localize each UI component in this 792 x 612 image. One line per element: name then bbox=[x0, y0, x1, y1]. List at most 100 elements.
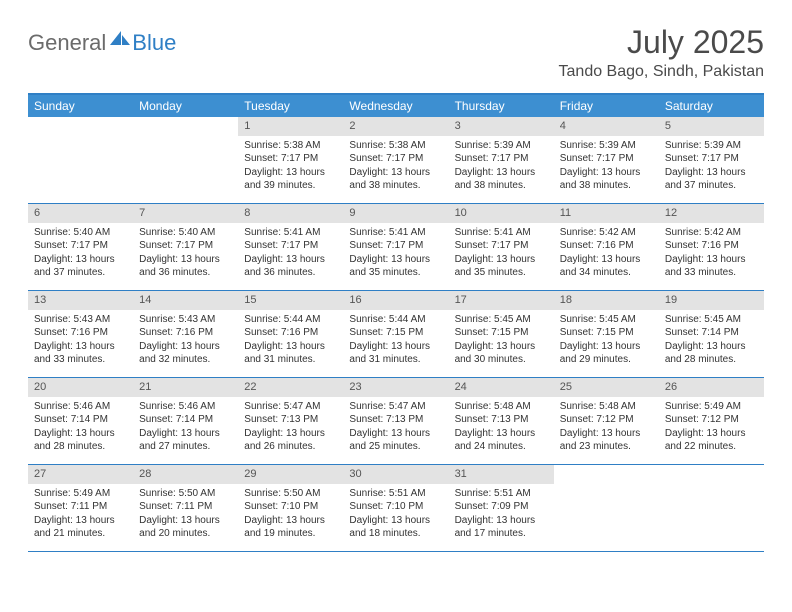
sunrise-line: Sunrise: 5:43 AM bbox=[34, 313, 127, 327]
day-number: 15 bbox=[238, 291, 343, 310]
sunrise-line: Sunrise: 5:41 AM bbox=[244, 226, 337, 240]
sunset-line: Sunset: 7:17 PM bbox=[244, 152, 337, 166]
dow-cell: Sunday bbox=[28, 95, 133, 117]
day-number: 2 bbox=[343, 117, 448, 136]
daylight-line: Daylight: 13 hours and 26 minutes. bbox=[244, 427, 337, 454]
day-body: Sunrise: 5:50 AMSunset: 7:11 PMDaylight:… bbox=[133, 484, 238, 547]
sunset-line: Sunset: 7:15 PM bbox=[455, 326, 548, 340]
day-body: Sunrise: 5:49 AMSunset: 7:12 PMDaylight:… bbox=[659, 397, 764, 460]
day-number: 17 bbox=[449, 291, 554, 310]
sunset-line: Sunset: 7:11 PM bbox=[34, 500, 127, 514]
daylight-line: Daylight: 13 hours and 38 minutes. bbox=[560, 166, 653, 193]
day-body: Sunrise: 5:48 AMSunset: 7:12 PMDaylight:… bbox=[554, 397, 659, 460]
sunset-line: Sunset: 7:16 PM bbox=[665, 239, 758, 253]
daylight-line: Daylight: 13 hours and 31 minutes. bbox=[349, 340, 442, 367]
daylight-line: Daylight: 13 hours and 36 minutes. bbox=[139, 253, 232, 280]
daylight-line: Daylight: 13 hours and 35 minutes. bbox=[349, 253, 442, 280]
day-number: 23 bbox=[343, 378, 448, 397]
brand-part2: Blue bbox=[132, 30, 176, 56]
location-text: Tando Bago, Sindh, Pakistan bbox=[559, 63, 764, 81]
day-cell: 21Sunrise: 5:46 AMSunset: 7:14 PMDayligh… bbox=[133, 378, 238, 464]
day-number: 21 bbox=[133, 378, 238, 397]
day-cell: 17Sunrise: 5:45 AMSunset: 7:15 PMDayligh… bbox=[449, 291, 554, 377]
day-of-week-header: SundayMondayTuesdayWednesdayThursdayFrid… bbox=[28, 95, 764, 117]
day-cell bbox=[133, 117, 238, 203]
day-cell: 5Sunrise: 5:39 AMSunset: 7:17 PMDaylight… bbox=[659, 117, 764, 203]
sunset-line: Sunset: 7:17 PM bbox=[455, 152, 548, 166]
day-body: Sunrise: 5:38 AMSunset: 7:17 PMDaylight:… bbox=[238, 136, 343, 199]
daylight-line: Daylight: 13 hours and 33 minutes. bbox=[665, 253, 758, 280]
day-body: Sunrise: 5:39 AMSunset: 7:17 PMDaylight:… bbox=[554, 136, 659, 199]
day-body: Sunrise: 5:45 AMSunset: 7:15 PMDaylight:… bbox=[554, 310, 659, 373]
sunrise-line: Sunrise: 5:50 AM bbox=[139, 487, 232, 501]
day-number: 4 bbox=[554, 117, 659, 136]
daylight-line: Daylight: 13 hours and 20 minutes. bbox=[139, 514, 232, 541]
day-cell: 2Sunrise: 5:38 AMSunset: 7:17 PMDaylight… bbox=[343, 117, 448, 203]
day-number: 7 bbox=[133, 204, 238, 223]
daylight-line: Daylight: 13 hours and 33 minutes. bbox=[34, 340, 127, 367]
daylight-line: Daylight: 13 hours and 18 minutes. bbox=[349, 514, 442, 541]
day-body: Sunrise: 5:44 AMSunset: 7:16 PMDaylight:… bbox=[238, 310, 343, 373]
day-number: 14 bbox=[133, 291, 238, 310]
sunrise-line: Sunrise: 5:48 AM bbox=[560, 400, 653, 414]
day-number bbox=[554, 465, 659, 484]
day-number: 9 bbox=[343, 204, 448, 223]
day-number: 1 bbox=[238, 117, 343, 136]
day-body: Sunrise: 5:47 AMSunset: 7:13 PMDaylight:… bbox=[343, 397, 448, 460]
dow-cell: Saturday bbox=[659, 95, 764, 117]
daylight-line: Daylight: 13 hours and 37 minutes. bbox=[665, 166, 758, 193]
sunrise-line: Sunrise: 5:44 AM bbox=[244, 313, 337, 327]
day-body: Sunrise: 5:51 AMSunset: 7:10 PMDaylight:… bbox=[343, 484, 448, 547]
sunrise-line: Sunrise: 5:39 AM bbox=[560, 139, 653, 153]
sunset-line: Sunset: 7:12 PM bbox=[665, 413, 758, 427]
daylight-line: Daylight: 13 hours and 24 minutes. bbox=[455, 427, 548, 454]
daylight-line: Daylight: 13 hours and 31 minutes. bbox=[244, 340, 337, 367]
day-cell: 20Sunrise: 5:46 AMSunset: 7:14 PMDayligh… bbox=[28, 378, 133, 464]
day-cell: 14Sunrise: 5:43 AMSunset: 7:16 PMDayligh… bbox=[133, 291, 238, 377]
sunset-line: Sunset: 7:14 PM bbox=[34, 413, 127, 427]
sunrise-line: Sunrise: 5:45 AM bbox=[560, 313, 653, 327]
day-cell: 6Sunrise: 5:40 AMSunset: 7:17 PMDaylight… bbox=[28, 204, 133, 290]
day-body: Sunrise: 5:46 AMSunset: 7:14 PMDaylight:… bbox=[28, 397, 133, 460]
sunrise-line: Sunrise: 5:38 AM bbox=[349, 139, 442, 153]
day-cell: 22Sunrise: 5:47 AMSunset: 7:13 PMDayligh… bbox=[238, 378, 343, 464]
sunrise-line: Sunrise: 5:41 AM bbox=[455, 226, 548, 240]
day-body: Sunrise: 5:50 AMSunset: 7:10 PMDaylight:… bbox=[238, 484, 343, 547]
sunset-line: Sunset: 7:16 PM bbox=[560, 239, 653, 253]
day-cell bbox=[554, 465, 659, 551]
week-row: 27Sunrise: 5:49 AMSunset: 7:11 PMDayligh… bbox=[28, 465, 764, 552]
sunset-line: Sunset: 7:12 PM bbox=[560, 413, 653, 427]
page-title: July 2025 bbox=[559, 24, 764, 61]
week-row: 1Sunrise: 5:38 AMSunset: 7:17 PMDaylight… bbox=[28, 117, 764, 204]
day-number: 25 bbox=[554, 378, 659, 397]
dow-cell: Wednesday bbox=[343, 95, 448, 117]
dow-cell: Monday bbox=[133, 95, 238, 117]
sunset-line: Sunset: 7:16 PM bbox=[244, 326, 337, 340]
sunset-line: Sunset: 7:17 PM bbox=[665, 152, 758, 166]
sunrise-line: Sunrise: 5:51 AM bbox=[455, 487, 548, 501]
day-cell: 9Sunrise: 5:41 AMSunset: 7:17 PMDaylight… bbox=[343, 204, 448, 290]
day-number: 28 bbox=[133, 465, 238, 484]
calendar-grid: SundayMondayTuesdayWednesdayThursdayFrid… bbox=[28, 93, 764, 552]
day-body: Sunrise: 5:41 AMSunset: 7:17 PMDaylight:… bbox=[238, 223, 343, 286]
day-cell bbox=[659, 465, 764, 551]
sunset-line: Sunset: 7:10 PM bbox=[349, 500, 442, 514]
day-cell: 23Sunrise: 5:47 AMSunset: 7:13 PMDayligh… bbox=[343, 378, 448, 464]
sunrise-line: Sunrise: 5:47 AM bbox=[349, 400, 442, 414]
day-number: 29 bbox=[238, 465, 343, 484]
title-block: July 2025 Tando Bago, Sindh, Pakistan bbox=[559, 24, 764, 81]
sunrise-line: Sunrise: 5:39 AM bbox=[455, 139, 548, 153]
day-cell: 16Sunrise: 5:44 AMSunset: 7:15 PMDayligh… bbox=[343, 291, 448, 377]
sunrise-line: Sunrise: 5:45 AM bbox=[455, 313, 548, 327]
sunset-line: Sunset: 7:16 PM bbox=[139, 326, 232, 340]
day-cell: 15Sunrise: 5:44 AMSunset: 7:16 PMDayligh… bbox=[238, 291, 343, 377]
daylight-line: Daylight: 13 hours and 27 minutes. bbox=[139, 427, 232, 454]
day-cell: 28Sunrise: 5:50 AMSunset: 7:11 PMDayligh… bbox=[133, 465, 238, 551]
day-cell: 25Sunrise: 5:48 AMSunset: 7:12 PMDayligh… bbox=[554, 378, 659, 464]
daylight-line: Daylight: 13 hours and 37 minutes. bbox=[34, 253, 127, 280]
sunrise-line: Sunrise: 5:51 AM bbox=[349, 487, 442, 501]
day-number: 27 bbox=[28, 465, 133, 484]
daylight-line: Daylight: 13 hours and 29 minutes. bbox=[560, 340, 653, 367]
day-body: Sunrise: 5:43 AMSunset: 7:16 PMDaylight:… bbox=[133, 310, 238, 373]
day-body: Sunrise: 5:41 AMSunset: 7:17 PMDaylight:… bbox=[449, 223, 554, 286]
